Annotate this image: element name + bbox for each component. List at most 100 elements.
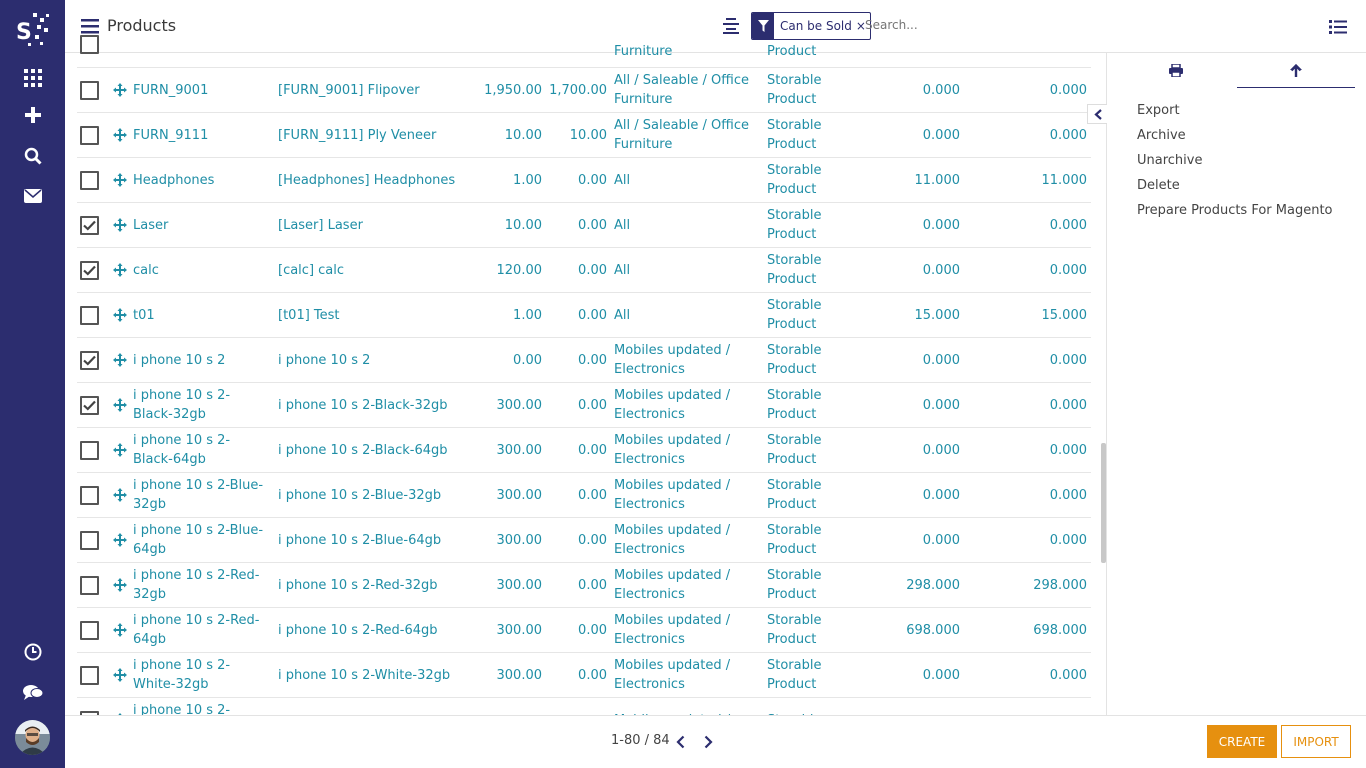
pager-value[interactable]: 1-80 / 84 <box>611 733 670 748</box>
drag-handle-icon[interactable] <box>111 473 129 517</box>
drag-handle-icon[interactable] <box>111 428 129 472</box>
product-name-link[interactable] <box>278 23 478 67</box>
product-name-link[interactable]: i phone 10 s 2-Black-64gb <box>278 442 448 458</box>
table-row[interactable]: i phone 10 s 2-Black-32gb i phone 10 s 2-… <box>77 383 1091 428</box>
row-checkbox[interactable] <box>79 305 99 325</box>
product-reference-link[interactable]: Headphones <box>133 172 215 188</box>
tab-print[interactable] <box>1117 53 1235 88</box>
product-name-link[interactable]: i phone 10 s 2-Red-64gb <box>278 622 438 638</box>
user-avatar[interactable] <box>15 720 50 755</box>
product-reference-link[interactable]: i phone 10 s 2-White- <box>133 703 231 715</box>
action-export[interactable]: Export <box>1137 103 1180 118</box>
product-name-link[interactable]: i phone 10 s 2 <box>278 352 371 368</box>
row-checkbox[interactable] <box>79 80 99 100</box>
product-name-link[interactable]: [t01] Test <box>278 307 340 323</box>
table-row[interactable]: i phone 10 s 2-White- Mobiles updated /St… <box>77 698 1091 715</box>
row-checkbox[interactable] <box>79 260 99 280</box>
action-unarchive[interactable]: Unarchive <box>1137 153 1203 168</box>
tab-actions[interactable] <box>1237 53 1355 88</box>
product-reference-link[interactable]: FURN_9111 <box>133 127 209 143</box>
product-name-link[interactable]: [FURN_9111] Ply Veneer <box>278 127 437 143</box>
product-reference-link[interactable]: i phone 10 s 2-White-32gb <box>133 658 231 692</box>
drag-handle-icon[interactable] <box>111 113 129 157</box>
table-row[interactable]: Furniture Product <box>77 23 1091 68</box>
table-row[interactable]: i phone 10 s 2-White-32gb i phone 10 s 2-… <box>77 653 1091 698</box>
apps-grid-icon[interactable] <box>0 60 65 96</box>
chat-icon[interactable] <box>0 674 65 710</box>
drag-handle-icon[interactable] <box>111 518 129 562</box>
row-checkbox[interactable] <box>79 125 99 145</box>
scrollbar-thumb[interactable] <box>1101 443 1106 563</box>
row-checkbox[interactable] <box>79 710 99 715</box>
drag-handle-icon[interactable] <box>111 608 129 652</box>
row-checkbox[interactable] <box>79 170 99 190</box>
product-name-link[interactable]: [calc] calc <box>278 262 345 278</box>
product-reference-link[interactable]: i phone 10 s 2-Blue-32gb <box>133 478 264 512</box>
product-reference-link[interactable]: i phone 10 s 2-Black-32gb <box>133 388 231 422</box>
action-archive[interactable]: Archive <box>1137 128 1186 143</box>
clock-icon[interactable] <box>0 634 65 670</box>
table-row[interactable]: i phone 10 s 2 i phone 10 s 2 0.00 0.00 Mobi… <box>77 338 1091 383</box>
create-button[interactable]: CREATE <box>1207 725 1277 758</box>
product-reference-link[interactable]: i phone 10 s 2-Black-64gb <box>133 433 231 467</box>
product-name-link[interactable] <box>278 698 478 715</box>
table-row[interactable]: FURN_9111 [FURN_9111] Ply Veneer 10.00 10.0… <box>77 113 1091 158</box>
table-row[interactable]: i phone 10 s 2-Blue-32gb i phone 10 s 2-B… <box>77 473 1091 518</box>
plus-icon[interactable] <box>0 97 65 133</box>
import-button[interactable]: IMPORT <box>1281 725 1351 758</box>
table-row[interactable]: FURN_9001 [FURN_9001] Flipover 1,950.00 1,7… <box>77 68 1091 113</box>
table-row[interactable]: i phone 10 s 2-Blue-64gb i phone 10 s 2-B… <box>77 518 1091 563</box>
row-checkbox[interactable] <box>79 665 99 685</box>
product-reference-link[interactable]: i phone 10 s 2 <box>133 352 226 368</box>
table-row[interactable]: i phone 10 s 2-Red-32gb i phone 10 s 2-Re… <box>77 563 1091 608</box>
row-checkbox[interactable] <box>79 620 99 640</box>
drag-handle-icon[interactable] <box>111 293 129 337</box>
table-row[interactable]: t01 [t01] Test 1.00 0.00 All Storable Product… <box>77 293 1091 338</box>
collapse-panel-icon[interactable] <box>1087 104 1107 124</box>
product-reference-link[interactable]: i phone 10 s 2-Red-32gb <box>133 568 260 602</box>
product-reference-link[interactable]: i phone 10 s 2-Blue-64gb <box>133 523 264 557</box>
row-checkbox[interactable] <box>79 485 99 505</box>
product-reference-link[interactable] <box>133 23 268 67</box>
table-row[interactable]: calc [calc] calc 120.00 0.00 All Storable Pro… <box>77 248 1091 293</box>
drag-handle-icon[interactable] <box>111 563 129 607</box>
product-reference-link[interactable]: calc <box>133 262 159 278</box>
product-name-link[interactable]: i phone 10 s 2-Blue-64gb <box>278 532 442 548</box>
drag-handle-icon[interactable] <box>111 68 129 112</box>
row-checkbox[interactable] <box>79 215 99 235</box>
action-prepare-products-for-magento[interactable]: Prepare Products For Magento <box>1137 203 1333 218</box>
drag-handle-icon[interactable] <box>111 248 129 292</box>
product-reference-link[interactable]: i phone 10 s 2-Red-64gb <box>133 613 260 647</box>
product-name-link[interactable]: i phone 10 s 2-Blue-32gb <box>278 487 442 503</box>
row-checkbox[interactable] <box>79 350 99 370</box>
drag-handle-icon[interactable] <box>111 203 129 247</box>
drag-handle-icon[interactable] <box>111 653 129 697</box>
search-options-toggle-icon[interactable] <box>722 17 740 35</box>
row-checkbox[interactable] <box>79 440 99 460</box>
facet-remove-icon[interactable]: × <box>855 19 866 33</box>
table-row[interactable]: Laser [Laser] Laser 10.00 0.00 All Storable P… <box>77 203 1091 248</box>
app-logo-icon[interactable]: S <box>0 8 65 52</box>
product-name-link[interactable]: [Laser] Laser <box>278 217 363 233</box>
drag-handle-icon[interactable] <box>111 383 129 427</box>
row-checkbox[interactable] <box>79 35 99 54</box>
row-checkbox[interactable] <box>79 530 99 550</box>
row-checkbox[interactable] <box>79 395 99 415</box>
table-row[interactable]: i phone 10 s 2-Red-64gb i phone 10 s 2-Re… <box>77 608 1091 653</box>
table-row[interactable]: i phone 10 s 2-Black-64gb i phone 10 s 2-… <box>77 428 1091 473</box>
product-name-link[interactable]: i phone 10 s 2-White-32gb <box>278 667 451 683</box>
product-name-link[interactable]: [FURN_9001] Flipover <box>278 82 420 98</box>
action-delete[interactable]: Delete <box>1137 178 1180 193</box>
search-icon[interactable] <box>0 138 65 174</box>
table-row[interactable]: Headphones [Headphones] Headphones 1.00 0.0… <box>77 158 1091 203</box>
envelope-icon[interactable] <box>0 178 65 214</box>
list-view-icon[interactable] <box>1329 19 1347 35</box>
drag-handle-icon[interactable] <box>111 698 129 715</box>
product-name-link[interactable]: [Headphones] Headphones <box>278 172 456 188</box>
pager-previous-icon[interactable] <box>673 734 689 750</box>
row-checkbox[interactable] <box>79 575 99 595</box>
product-name-link[interactable]: i phone 10 s 2-Red-32gb <box>278 577 438 593</box>
drag-handle-icon[interactable] <box>111 338 129 382</box>
menu-toggle-icon[interactable] <box>81 17 99 35</box>
product-reference-link[interactable]: t01 <box>133 307 155 323</box>
